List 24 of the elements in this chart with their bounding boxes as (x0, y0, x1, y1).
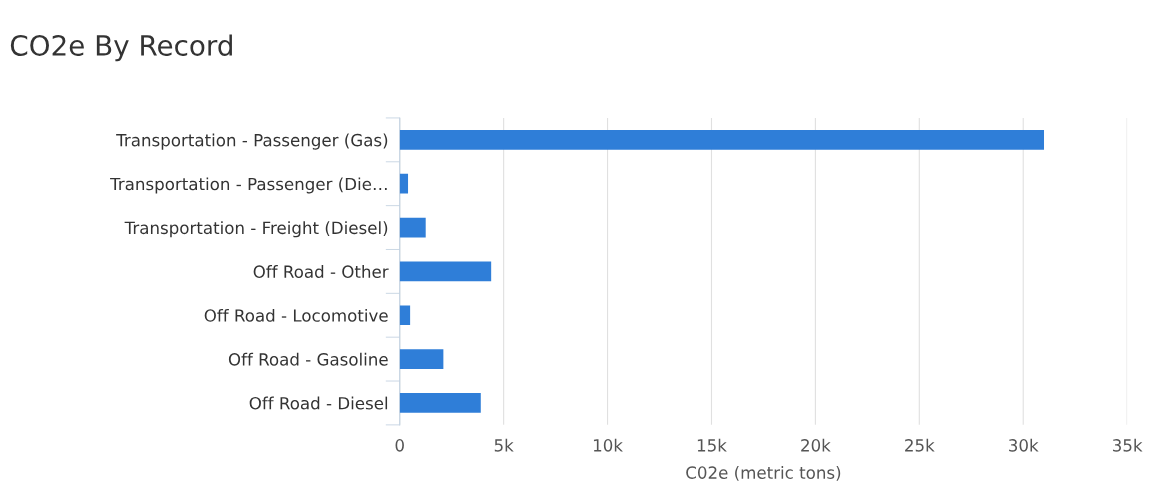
x-axis-title: C02e (metric tons) (686, 466, 841, 481)
bar (399, 349, 444, 369)
y-tick-label: Off Road - Diesel (249, 396, 388, 410)
x-tick-label: 30k (1009, 438, 1039, 452)
x-tick-label: 15k (697, 438, 727, 452)
x-tick-label: 10k (593, 438, 623, 452)
y-tick-label: Off Road - Other (253, 265, 389, 278)
bar (399, 305, 411, 326)
bar (399, 173, 409, 194)
bar (399, 393, 481, 413)
text: CO2e By Record (10, 34, 232, 62)
x-tick-label: 35k (1112, 438, 1143, 452)
x-tick-label: 0 (395, 439, 404, 452)
x-tick-label: 25k (905, 438, 935, 452)
x-tick-label: 5k (494, 438, 514, 452)
bar (399, 217, 426, 238)
y-tick-label: Transportation - Freight (Diesel) (124, 221, 388, 238)
bar (399, 261, 492, 282)
y-tick-label: Transportation - Passenger (Die… (110, 177, 387, 194)
bar (399, 129, 1045, 150)
y-tick-label: Off Road - Gasoline (228, 352, 388, 366)
y-tick-label: Off Road - Locomotive (204, 308, 388, 322)
y-tick-label: Transportation - Passenger (Gas) (116, 133, 388, 150)
x-tick-label: 20k (801, 438, 831, 452)
